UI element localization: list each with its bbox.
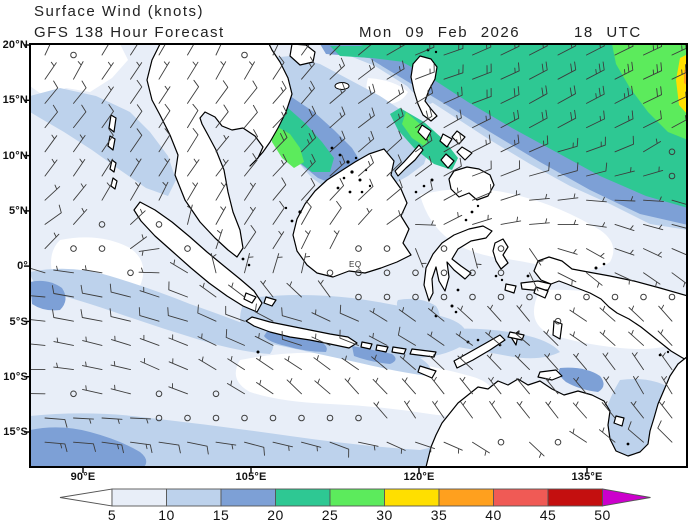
land-visayas [440,153,455,169]
land-indochina [146,44,293,258]
land-wetar [507,331,525,341]
legend-value: 30 [376,507,393,523]
land-nicobar [109,159,117,173]
lat-label: 0° [17,260,28,272]
land-sulawesi [423,225,493,302]
lat-label: 10°N [2,150,28,162]
legend-value: 5 [107,507,117,523]
wind-speed-legend [59,488,651,507]
lon-label: 135°E [571,471,603,483]
land-melville [537,369,563,381]
lat-label: 20°N [2,39,28,51]
land-borneo [292,148,412,278]
lat-label: 10°S [3,371,28,383]
land-belitung [263,296,277,307]
land-visayas [456,146,473,161]
paracel-atoll [334,82,350,90]
land-sumatra [133,201,263,313]
land-buru [504,283,517,294]
lon-label: 120°E [403,471,435,483]
land-mindoro [417,124,432,141]
land-timor [453,334,506,369]
land-visayas [451,130,466,145]
wind-barbs [30,44,687,458]
land-bali [360,341,373,350]
legend-value: 10 [158,507,175,523]
lat-label: 15°S [3,426,28,438]
land-andaman [108,114,117,133]
lat-label: 15°N [2,94,28,106]
land-lombok [375,344,389,353]
legend-value: 20 [267,507,284,523]
land-sumbawa [391,346,407,355]
map-frame [29,43,688,468]
land-halmahera [492,238,509,270]
page-title: Surface Wind (knots) [34,3,205,20]
lon-label: 90°E [70,471,96,483]
land-java [245,316,358,349]
legend-value: 40 [485,507,502,523]
model-run-label: GFS 138 Hour Forecast [34,24,225,41]
lat-label: 5°N [8,205,28,217]
land-visayas [439,133,453,148]
legend-value: 45 [539,507,557,523]
legend-value: 15 [212,507,230,523]
legend-value: 35 [430,507,448,523]
valid-time: 18 UTC [574,24,642,41]
land-aru [552,320,563,340]
land-palawan [394,144,424,177]
land-flores [409,348,437,358]
legend-value: 50 [594,507,611,523]
legend-value: 25 [321,507,339,523]
land-australia [425,356,687,467]
equator-label: EQ [349,260,362,269]
lat-label: 5°S [9,316,28,328]
lon-label: 105°E [235,471,267,483]
land-groote [613,415,625,427]
valid-date: Mon 09 Feb 2026 [359,24,521,41]
